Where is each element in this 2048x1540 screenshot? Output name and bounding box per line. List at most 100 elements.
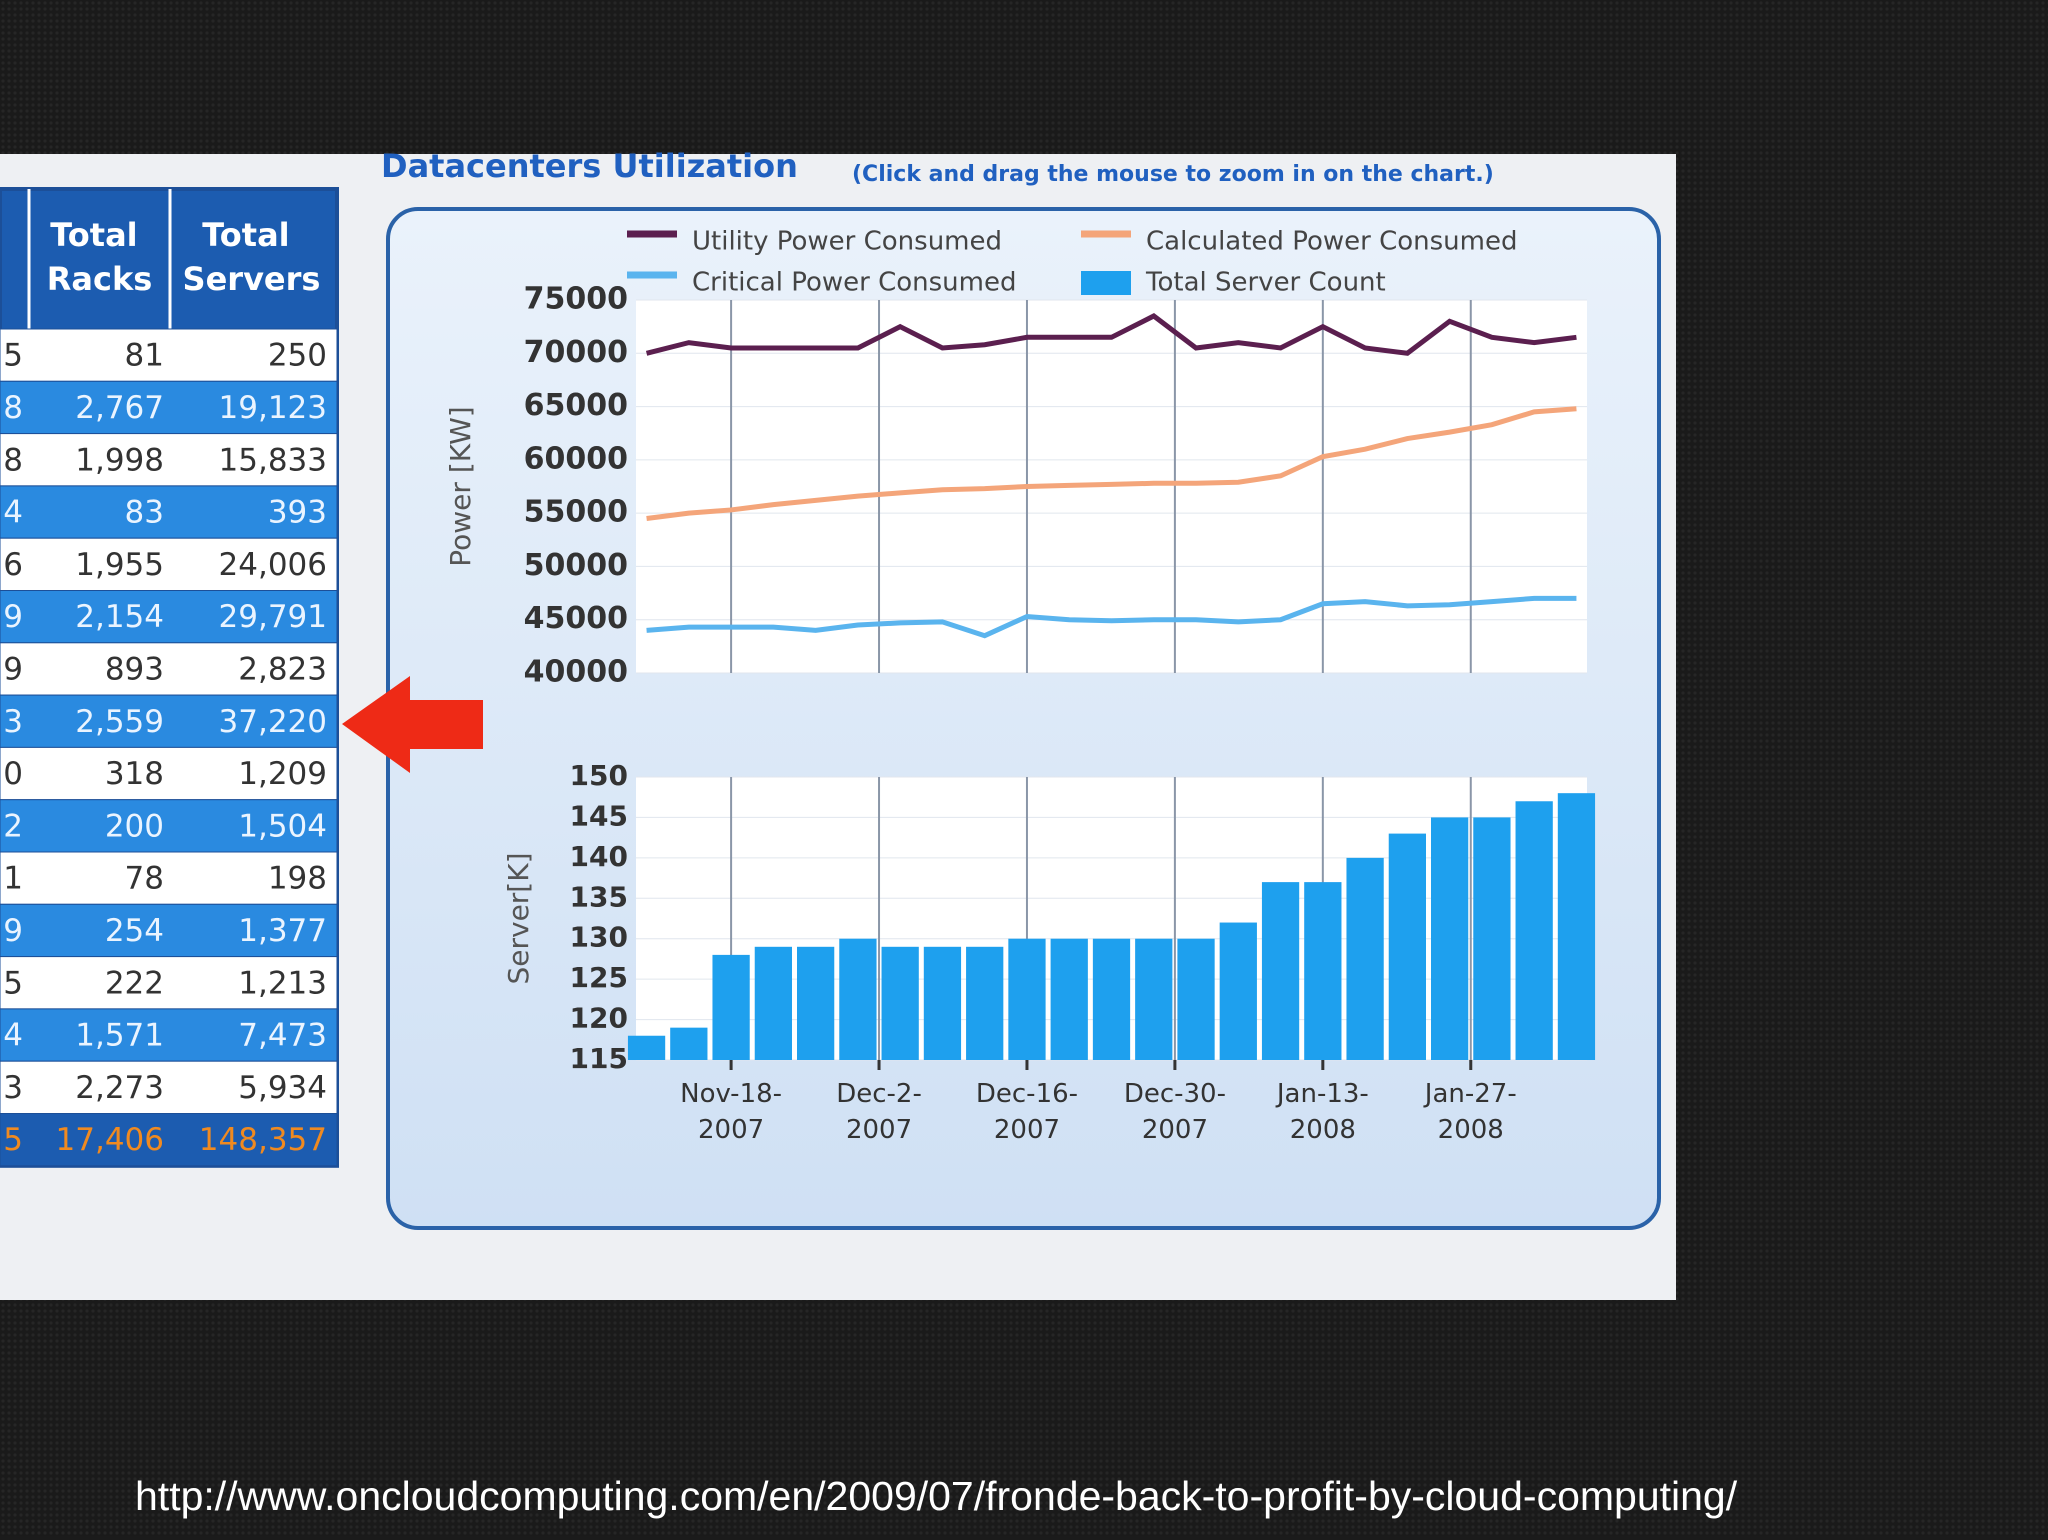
table-row <box>0 694 338 748</box>
label-part: 2008 <box>1438 1115 1504 1145</box>
label-part: Total <box>50 216 149 254</box>
table-cell: 5 <box>3 338 23 374</box>
table-cell: 5 <box>3 1122 23 1158</box>
red-arrow <box>342 676 483 773</box>
y-tick-label: 125 <box>570 961 628 994</box>
table-cell: 148,357 <box>199 1122 327 1158</box>
bar <box>1008 938 1046 1060</box>
table-cell: 6 <box>3 547 23 583</box>
table-cell: 24,006 <box>219 547 327 583</box>
column-header: Total Servers <box>183 216 321 298</box>
bar <box>1473 817 1511 1060</box>
bar <box>712 954 750 1060</box>
x-tick-label: Jan-13- 2008 <box>1275 1079 1369 1145</box>
table-row <box>0 746 338 801</box>
table-cell: 222 <box>105 965 164 1001</box>
y-tick-label: 140 <box>570 840 628 873</box>
x-tick-label: Jan-27- 2008 <box>1423 1079 1517 1145</box>
bar <box>1092 938 1131 1060</box>
bar <box>966 946 1004 1060</box>
table-cell: 19,123 <box>219 390 327 426</box>
table-cell: 2,767 <box>75 390 164 426</box>
bar <box>1177 938 1215 1060</box>
table-cell: 318 <box>105 756 164 792</box>
label-part: Racks <box>47 260 153 298</box>
y-tick-label: 75000 <box>524 282 628 317</box>
y-tick-label: 45000 <box>524 601 628 636</box>
x-tick-label: Dec-30- 2007 <box>1124 1079 1226 1145</box>
table-row <box>0 537 338 592</box>
label-part: 2007 <box>698 1115 764 1145</box>
table-row <box>0 380 338 435</box>
label-part: 2008 <box>1290 1115 1356 1145</box>
table-cell: 250 <box>268 338 327 374</box>
bar <box>627 1035 666 1060</box>
table-cell: 1,955 <box>75 547 164 583</box>
label-part: Jan-13- <box>1275 1079 1369 1109</box>
table-cell: 0 <box>3 756 23 792</box>
y-tick-label: 115 <box>570 1042 628 1075</box>
bar <box>1431 817 1469 1060</box>
title: Datacenters Utilization <box>381 147 798 185</box>
y-tick-label: 55000 <box>524 495 628 530</box>
y-tick-label: 135 <box>570 880 628 913</box>
y-tick-label: 50000 <box>524 548 628 583</box>
bar <box>1050 938 1088 1060</box>
table-cell: 9 <box>3 651 23 687</box>
table-row <box>0 328 338 382</box>
y-axis-label: Server[K] <box>502 852 535 984</box>
bar <box>1557 793 1596 1060</box>
table-cell: 2,273 <box>75 1070 164 1106</box>
y-tick-label: 60000 <box>524 441 628 476</box>
table-cell: 2 <box>3 808 23 844</box>
table-cell: 78 <box>125 861 164 897</box>
bar <box>1135 938 1173 1060</box>
label-part: Dec-2- <box>836 1079 922 1109</box>
legend-swatch <box>1081 271 1131 295</box>
label-part: 2007 <box>1142 1115 1208 1145</box>
table-cell: 81 <box>125 338 164 374</box>
bar <box>754 946 792 1060</box>
table-cell: 4 <box>3 495 23 531</box>
table-cell: 5,934 <box>238 1070 327 1106</box>
table-row <box>0 903 338 958</box>
table-row <box>0 642 338 696</box>
table-cell: 15,833 <box>219 442 327 478</box>
table-cell: 1,571 <box>75 1018 164 1054</box>
table-row <box>0 851 338 905</box>
y-tick-label: 130 <box>570 921 628 954</box>
table-cell: 1 <box>3 861 23 897</box>
legend-label: Critical Power Consumed <box>692 268 1016 298</box>
label-part: Dec-30- <box>1124 1079 1226 1109</box>
table-cell: 1,998 <box>75 442 164 478</box>
table-cell: 393 <box>268 495 327 531</box>
x-tick-label: Dec-16- 2007 <box>976 1079 1078 1145</box>
table-cell: 254 <box>105 913 164 949</box>
table-cell: 9 <box>3 599 23 635</box>
bar <box>881 946 919 1060</box>
table-cell: 7,473 <box>238 1018 327 1054</box>
source-url: http://www.oncloudcomputing.com/en/2009/… <box>135 1473 1738 1519</box>
table-cell: 2,823 <box>238 651 327 687</box>
bar <box>839 938 877 1060</box>
table-cell: 2,559 <box>75 704 164 740</box>
label-part: Nov-18- <box>680 1079 782 1109</box>
bar <box>797 946 835 1060</box>
table-cell: 1,209 <box>238 756 327 792</box>
table-cell: 9 <box>3 913 23 949</box>
y-tick-label: 150 <box>570 759 628 792</box>
bar <box>923 946 962 1060</box>
table-cell: 17,406 <box>56 1122 164 1158</box>
label-part: Servers <box>183 260 321 298</box>
legend-label: Calculated Power Consumed <box>1146 227 1517 257</box>
legend-label: Utility Power Consumed <box>692 227 1002 257</box>
bar <box>1261 882 1300 1060</box>
bar <box>1515 801 1553 1060</box>
table-cell: 3 <box>3 1070 23 1106</box>
bar <box>1219 922 1257 1060</box>
line-series <box>646 406 1577 521</box>
table-cell: 893 <box>105 651 164 687</box>
bar <box>1346 857 1384 1060</box>
